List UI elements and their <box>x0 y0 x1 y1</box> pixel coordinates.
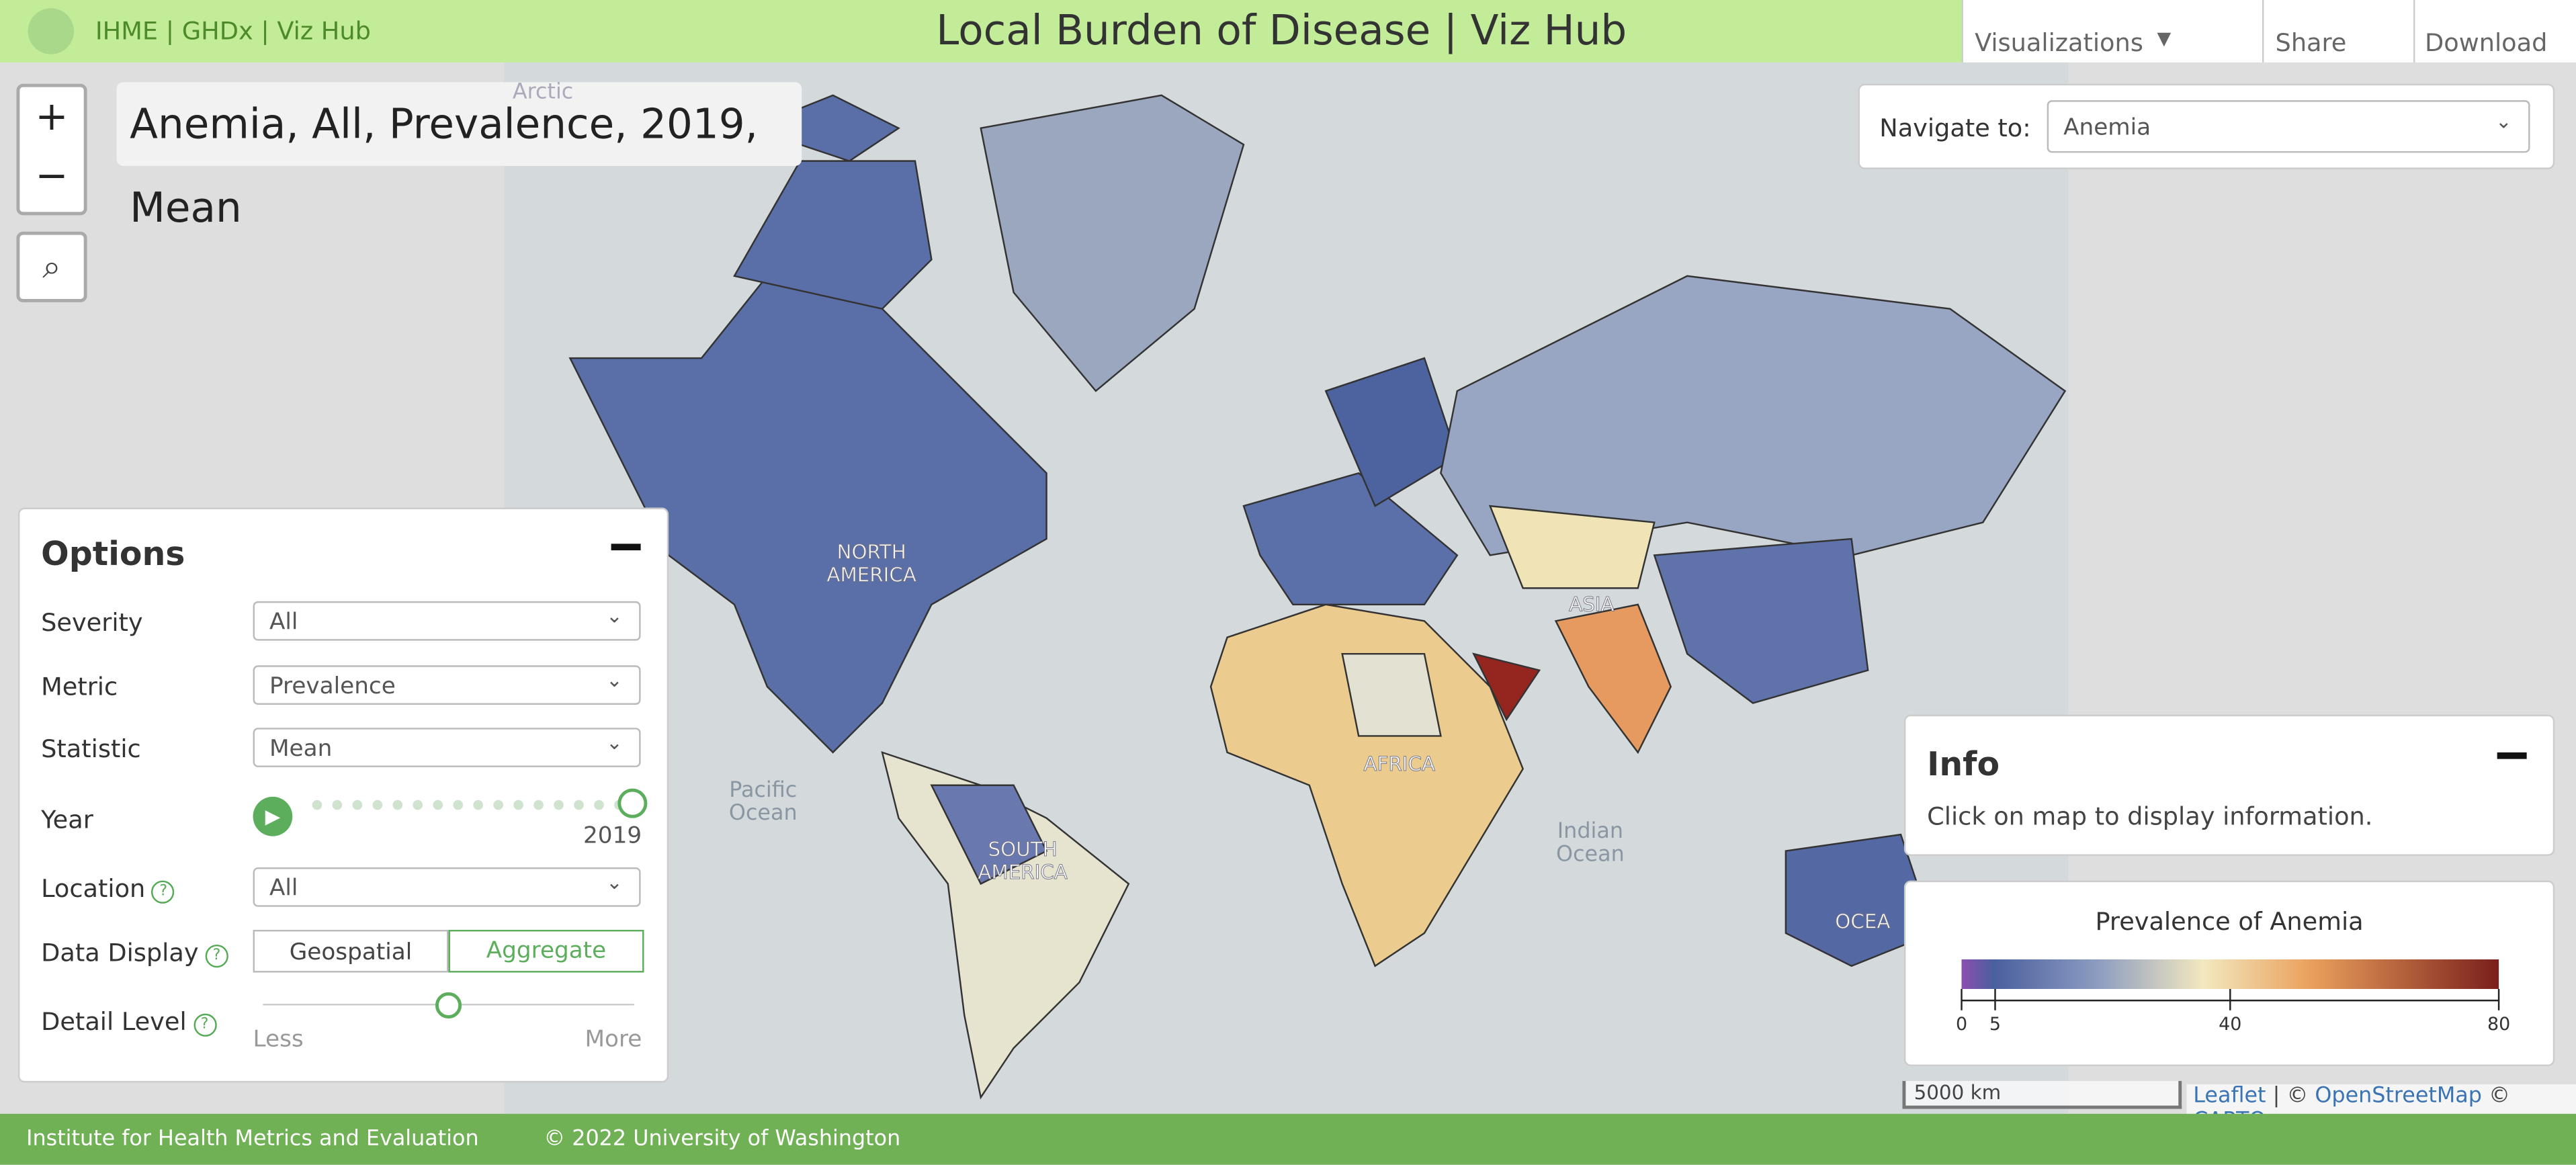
label: Year <box>41 805 93 835</box>
tick-label: 80 <box>2487 1014 2510 1035</box>
legend-title: Prevalence of Anemia <box>2095 906 2364 937</box>
play-button[interactable]: ▶ <box>253 796 293 836</box>
colorbar-gradient <box>1961 959 2499 989</box>
logo[interactable] <box>28 8 75 54</box>
colorbar: 0 5 40 80 <box>1956 959 2510 1035</box>
search-button[interactable]: ⌕ <box>16 231 87 302</box>
navigate: Navigate to: Anemia <box>1858 83 2555 169</box>
link[interactable]: GHDx <box>181 16 253 46</box>
map[interactable] <box>504 62 2069 1114</box>
slider-handle[interactable] <box>617 788 648 818</box>
header-links: IHME | GHDx | Viz Hub <box>95 16 371 46</box>
label: More <box>585 1027 642 1053</box>
footer-text: Institute for Health Metrics and Evaluat… <box>26 1127 479 1152</box>
tick-label: 40 <box>2219 1014 2241 1035</box>
label: Less <box>253 1027 304 1053</box>
menu[interactable]: Share <box>2262 0 2415 62</box>
year-value: 2019 <box>583 823 642 850</box>
info-panel: Info Click on map to display information… <box>1903 714 2555 856</box>
label: Location <box>41 873 146 904</box>
label: Metric <box>41 672 118 702</box>
menu-item[interactable]: Download <box>2425 28 2548 58</box>
label: Detail Level <box>41 1006 187 1037</box>
text: | © <box>2272 1084 2309 1109</box>
panel-title: Options <box>41 533 185 574</box>
collapse[interactable] <box>2497 752 2527 759</box>
text: © <box>2489 1084 2510 1109</box>
zoom-control[interactable]: + − <box>16 83 87 216</box>
dropdown[interactable]: Mean <box>253 723 641 767</box>
menu-item[interactable]: Share <box>2275 28 2347 58</box>
link[interactable]: OpenStreetMap <box>2315 1084 2482 1109</box>
dropdown[interactable]: All <box>253 863 641 907</box>
menu[interactable]: Visualizations ▼ <box>1961 0 2264 62</box>
dropdown[interactable]: All <box>253 597 641 641</box>
footer: Institute for Health Metrics and Evaluat… <box>0 1113 2576 1165</box>
link[interactable]: Leaflet <box>2193 1084 2266 1109</box>
map-label: Pacific Ocean <box>728 779 798 826</box>
dropdown[interactable]: Anemia <box>2047 95 2530 153</box>
panel-title: Info <box>1927 744 2000 784</box>
map-label: Indian Ocean <box>1556 820 1625 868</box>
map-label: OCEA <box>1835 910 1891 933</box>
menu-item[interactable]: Visualizations <box>1975 28 2143 58</box>
menu[interactable]: Download <box>2413 0 2576 62</box>
scale-bar: 5000 km <box>1902 1080 2182 1109</box>
dropdown[interactable]: Prevalence <box>253 660 641 705</box>
map-label: NORTH AMERICA <box>826 540 917 587</box>
link[interactable]: IHME <box>95 16 159 46</box>
map-label: AFRICA <box>1363 752 1436 776</box>
options-panel: Options Severity All Metric Prevalence Sta… <box>17 507 669 1083</box>
map-title: Anemia, All, Prevalence, 2019, Mean <box>116 82 802 232</box>
title: Local Burden of Disease | Viz Hub <box>936 6 1627 54</box>
label: Statistic <box>41 734 141 764</box>
footer-text: © 2022 University of Washington <box>544 1127 901 1152</box>
header: IHME | GHDx | Viz Hub Local Burden of Di… <box>0 0 2576 62</box>
info-text: Click on map to display information. <box>1927 802 2373 832</box>
label: Navigate to: <box>1879 113 2031 143</box>
legend: Prevalence of Anemia 0 5 40 80 <box>1903 880 2555 1066</box>
year-slider[interactable] <box>312 800 625 810</box>
label: Data Display <box>41 938 199 968</box>
slider-handle[interactable] <box>435 992 462 1019</box>
tick-label: 0 <box>1956 1014 1967 1035</box>
tick-label: 5 <box>1989 1014 2001 1035</box>
label: Severity <box>41 607 143 638</box>
map-label: Arctic <box>512 80 574 105</box>
toggle[interactable]: Aggregate <box>448 929 644 973</box>
collapse[interactable] <box>611 544 641 551</box>
map-label: ASIA <box>1569 593 1615 616</box>
toggle[interactable]: Geospatial <box>253 929 449 973</box>
link[interactable]: Viz Hub <box>277 16 371 46</box>
map-label: SOUTH AMERICA <box>978 838 1068 884</box>
